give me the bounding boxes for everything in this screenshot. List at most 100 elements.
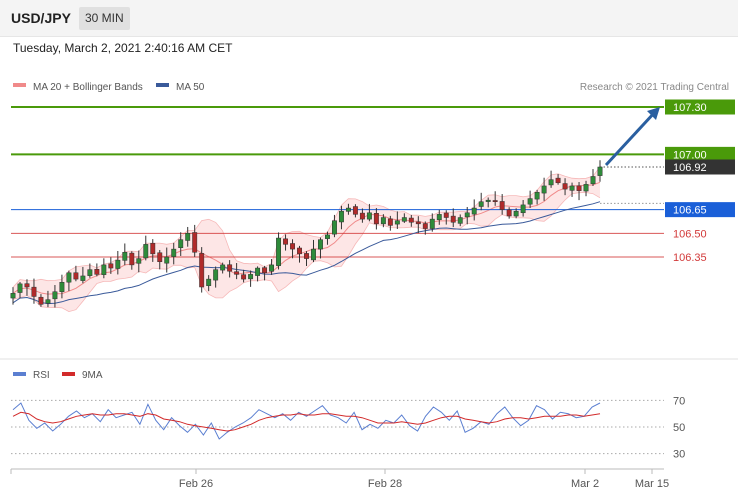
legend-swatch <box>13 83 26 87</box>
candle-body <box>576 185 582 191</box>
candle-body <box>10 293 16 299</box>
candle-body <box>408 217 414 223</box>
bollinger-band <box>13 166 600 312</box>
chart-datetime: Tuesday, March 2, 2021 2:40:16 AM CET <box>13 41 233 55</box>
candle-body <box>17 283 23 293</box>
candle-body <box>527 198 533 205</box>
candle-body <box>436 214 442 221</box>
candle-body <box>457 217 463 224</box>
candle-body <box>199 253 205 288</box>
candle-body <box>338 210 344 223</box>
legend-entry: 9MA <box>82 370 103 381</box>
candle-body <box>143 244 149 259</box>
candle-body <box>241 274 247 280</box>
candle-body <box>80 275 86 281</box>
level-tag-107.00 <box>665 146 735 162</box>
level-label-107.00: 107.00 <box>673 149 707 161</box>
candle-body <box>38 296 44 305</box>
candle-body <box>311 248 316 261</box>
level-tag-106.92 <box>665 159 735 175</box>
candle-body <box>234 271 240 275</box>
candle-body <box>492 200 498 202</box>
candle-body <box>164 256 170 264</box>
candle-body <box>150 242 156 255</box>
candle-body <box>122 252 128 261</box>
candle-body <box>255 267 261 276</box>
candle-body <box>178 239 184 248</box>
candle-body <box>373 213 379 225</box>
level-label-106.50: 106.50 <box>673 228 707 240</box>
candle-body <box>464 212 470 218</box>
candle-body <box>485 199 491 202</box>
candle-body <box>115 259 121 269</box>
legend-swatch <box>13 372 26 376</box>
candle-body <box>590 176 596 185</box>
candle-body <box>171 248 177 257</box>
candle-body <box>94 269 100 275</box>
candle-body <box>276 237 281 266</box>
candle-body <box>269 264 275 272</box>
candle-body <box>220 264 226 271</box>
candle-body <box>394 220 400 225</box>
candle-body <box>443 212 449 218</box>
candle-body <box>108 263 114 269</box>
candle-body <box>555 177 561 184</box>
candle-body <box>359 212 365 220</box>
candle-body <box>415 221 421 225</box>
candle-body <box>569 185 575 191</box>
candle-body <box>478 201 484 207</box>
candle-body <box>248 274 254 280</box>
candle-body <box>422 223 428 229</box>
candle-body <box>352 206 358 215</box>
level-label-106.92: 106.92 <box>673 162 707 174</box>
x-tick-label: Mar 15 <box>635 478 669 490</box>
candle-body <box>45 299 51 304</box>
candle-body <box>471 207 477 215</box>
candle-body <box>325 234 330 239</box>
rsi-level-label: 50 <box>673 422 685 434</box>
candle-body <box>513 210 519 217</box>
candle-body <box>506 209 512 217</box>
candle-body <box>157 252 163 262</box>
chart-header: USD/JPY 30 MIN <box>0 0 738 37</box>
candle-body <box>66 272 72 283</box>
candle-body <box>304 253 309 259</box>
level-tag-106.65 <box>665 202 735 218</box>
candle-body <box>192 232 198 253</box>
level-tag-107.30 <box>665 99 735 115</box>
candle-body <box>366 212 372 220</box>
candle-body <box>541 185 547 194</box>
candle-body <box>380 217 386 225</box>
legend-entry: RSI <box>33 370 50 381</box>
legend-swatch <box>62 372 75 376</box>
candle-body <box>450 215 456 223</box>
rsi-level-label: 70 <box>673 395 685 407</box>
candle-body <box>520 204 526 214</box>
x-tick-label: Feb 26 <box>179 478 213 490</box>
candle-body <box>597 166 603 176</box>
candle-body <box>562 183 568 190</box>
candle-body <box>136 258 142 264</box>
candle-body <box>534 192 540 200</box>
candle-body <box>548 179 554 186</box>
candle-body <box>429 218 435 229</box>
rsi-9ma-line <box>12 411 601 432</box>
candle-body <box>59 282 65 292</box>
candle-body <box>129 252 135 266</box>
candle-body <box>73 272 79 280</box>
candle-body <box>345 207 351 212</box>
candle-body <box>227 264 233 272</box>
rsi-line <box>12 402 601 440</box>
candle-body <box>24 283 30 288</box>
chart-credit: Research © 2021 Trading Central <box>580 82 729 93</box>
instrument-title: USD/JPY <box>11 10 71 26</box>
candle-body <box>499 201 505 210</box>
candle-body <box>318 239 323 250</box>
timeframe-badge[interactable]: 30 MIN <box>79 7 130 30</box>
candle-body <box>401 217 407 222</box>
candle-body <box>387 218 393 226</box>
x-tick-label: Mar 2 <box>571 478 599 490</box>
candle-body <box>213 269 219 281</box>
legend-swatch <box>156 83 169 87</box>
level-label-106.35: 106.35 <box>673 252 707 264</box>
